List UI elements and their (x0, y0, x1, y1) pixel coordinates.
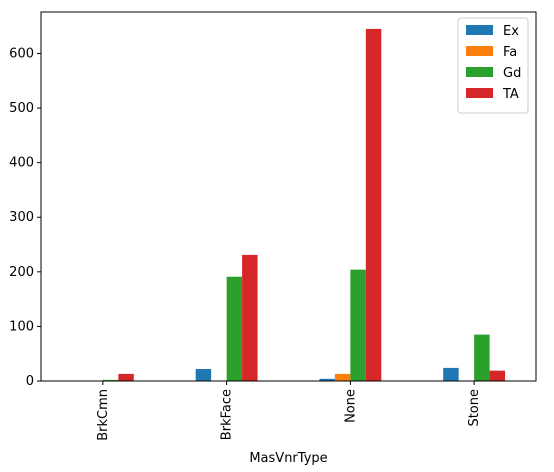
y-tick-label: 100 (9, 319, 34, 334)
legend-swatch-ta (466, 88, 493, 98)
bar-fa-none (334, 373, 351, 381)
x-axis-label: MasVnrType (249, 451, 327, 466)
legend-label-gd: Gd (503, 66, 521, 81)
legend-swatch-gd (466, 67, 493, 77)
legend-label-fa: Fa (503, 45, 517, 60)
x-tick-label: Stone (467, 389, 482, 427)
bar-gd-none (350, 269, 366, 381)
plot-frame (40, 11, 537, 382)
x-tick-label: BrkCmn (96, 389, 111, 441)
legend-label-ex: Ex (503, 24, 519, 39)
y-tick-label: 400 (9, 156, 34, 171)
bar-ex-stone (443, 367, 459, 381)
bar-ex-brkface (195, 368, 212, 381)
bar-gd-stone (474, 334, 490, 381)
y-tick-label: 0 (26, 374, 34, 389)
bar-ta-none (365, 28, 382, 381)
y-tick-label: 600 (9, 46, 34, 61)
x-tick-label: BrkFace (220, 389, 235, 440)
axes-layer: 0 100 200 300 400 500 600 BrkCmn BrkFace None Ston… (9, 11, 537, 466)
bars-layer (102, 28, 506, 381)
bar-gd-brkface (226, 276, 243, 381)
legend-swatch-ex (466, 25, 493, 35)
bar-ta-brkface (242, 254, 258, 381)
legend-label-ta: TA (502, 87, 519, 102)
bar-ta-brkcmn (118, 373, 134, 381)
legend-swatch-fa (466, 46, 493, 56)
bar-ta-stone (489, 370, 506, 381)
x-tick-label: None (343, 389, 358, 423)
y-tick-label: 300 (9, 210, 34, 225)
legend: Ex Fa Gd TA (457, 17, 529, 114)
bar-ex-none (319, 378, 335, 381)
bar-gd-brkcmn (102, 379, 119, 381)
y-tick-label: 200 (9, 265, 34, 280)
y-tick-label: 500 (9, 101, 34, 116)
